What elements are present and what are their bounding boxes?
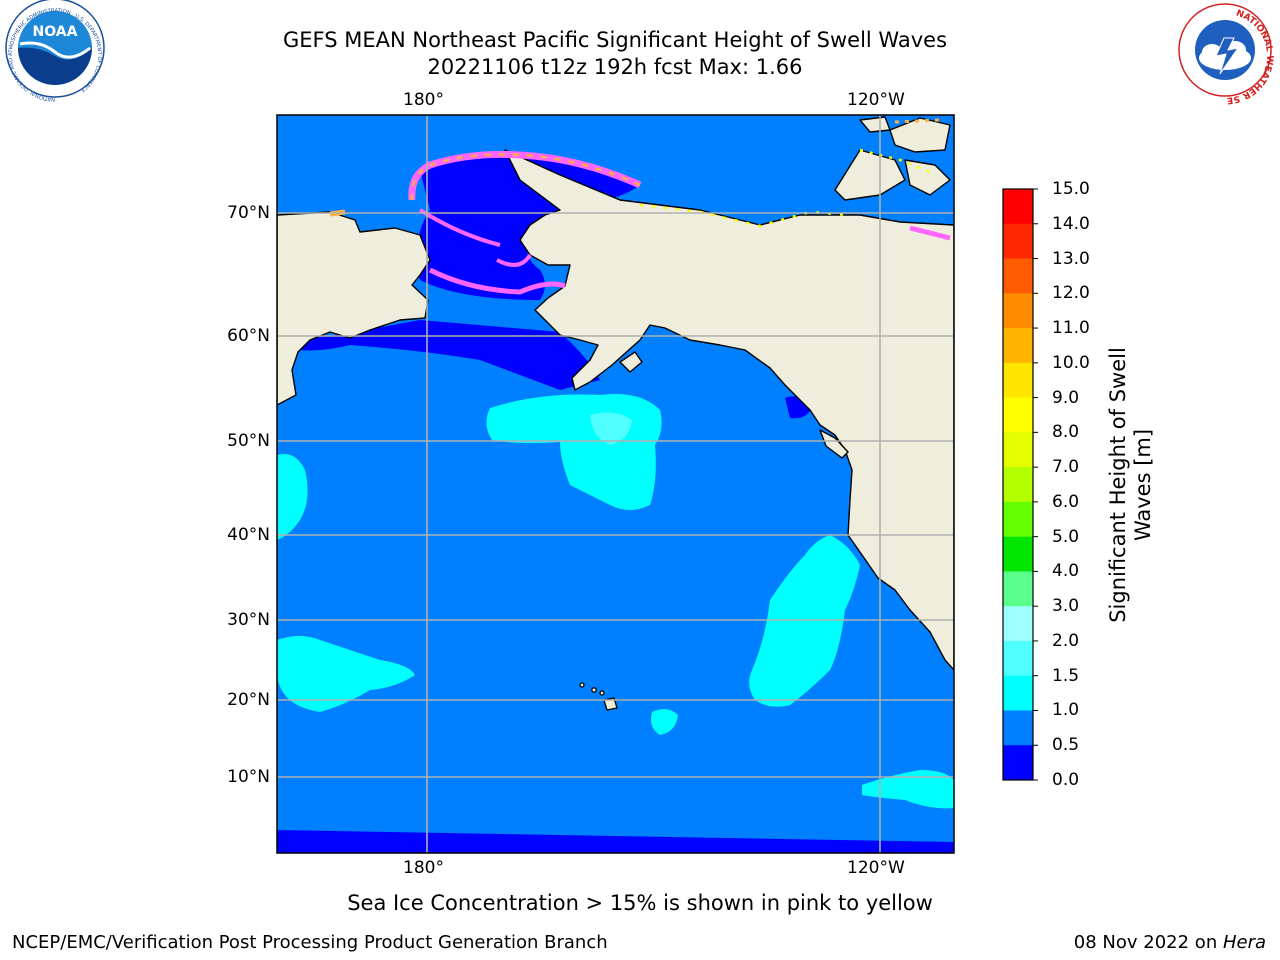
footer-date: 08 Nov 2022 on Hera [1074, 932, 1266, 954]
colorbar-tick-label: 11.0 [1052, 318, 1090, 339]
map-frame [276, 114, 955, 854]
map-subtitle: 20221106 t12z 192h fcst Max: 1.66 [427, 55, 803, 79]
lat-tick-20n: 20°N [227, 690, 270, 710]
colorbar-segment [1003, 606, 1033, 642]
colorbar-segment [1003, 293, 1033, 329]
colorbar-tick-label: 15.0 [1052, 179, 1090, 199]
colorbar-tick-label: 3.0 [1052, 596, 1080, 617]
colorbar-tick-label: 8.0 [1052, 422, 1080, 443]
sea-ice-edge [329, 118, 951, 295]
colorbar-tick-label: 14.0 [1052, 213, 1090, 234]
colorbar-tick-label: 10.0 [1052, 352, 1090, 373]
lat-tick-40n: 40°N [227, 525, 270, 545]
footer-credit: NCEP/EMC/Verification Post Processing Pr… [12, 932, 608, 953]
lat-tick-30n: 30°N [227, 610, 270, 630]
footer-date-text: 08 Nov 2022 on [1073, 932, 1223, 953]
colorbar-tick-label: 2.0 [1052, 630, 1080, 651]
colorbar-tick-label: 13.0 [1052, 248, 1090, 269]
colorbar-frame [1002, 188, 1034, 781]
colorbar-segment [1003, 675, 1033, 711]
noaa-logo: NOAA NATIONAL OCEANIC AND ATMOSPHERIC AD… [5, 0, 105, 102]
mid-swell-highlights [590, 412, 632, 445]
colorbar-tick-label: 4.0 [1052, 561, 1080, 582]
colorbar-tick-label: 5.0 [1052, 526, 1080, 547]
lat-tick-50n: 50°N [227, 431, 270, 451]
map-panel [277, 115, 954, 853]
colorbar-tick-label: 12.0 [1052, 283, 1090, 304]
colorbar-segment [1003, 571, 1033, 607]
colorbar [1003, 188, 1038, 781]
colorbar-segment [1003, 536, 1033, 572]
colorbar-segment [1003, 397, 1033, 433]
colorbar-segment [1003, 467, 1033, 503]
colorbar-label-line1: Significant Height of Swell [1106, 347, 1130, 623]
land-masses [277, 116, 954, 671]
colorbar-tick-label: 6.0 [1052, 491, 1080, 512]
lat-tick-70n: 70°N [227, 203, 270, 223]
map-title: GEFS MEAN Northeast Pacific Significant … [282, 28, 948, 52]
mid-swell-regions [277, 394, 954, 809]
footer-host: Hera [1222, 932, 1266, 953]
colorbar-tick-label: 1.0 [1052, 700, 1080, 721]
colorbar-label-line2: Waves [m] [1131, 428, 1155, 542]
colorbar-segment [1003, 710, 1033, 746]
lon-tick-bottom-180: 180° [403, 858, 444, 878]
graticule [277, 115, 954, 853]
colorbar-tick-label: 0.0 [1052, 770, 1080, 790]
colorbar-segment [1003, 501, 1033, 538]
lon-tick-top-180: 180° [403, 90, 444, 110]
colorbar-segment [1003, 223, 1033, 260]
nws-ring-text: NATIONAL WEATHER SERVICE [0, 0, 1274, 105]
lon-tick-top-120w: 120°W [847, 90, 905, 110]
colorbar-segment [1003, 328, 1033, 364]
lon-tick-bottom-120w: 120°W [847, 858, 905, 878]
colorbar-tick-label: 0.5 [1052, 735, 1080, 756]
lat-tick-60n: 60°N [227, 326, 270, 346]
colorbar-segment [1003, 640, 1033, 677]
colorbar-segment [1003, 362, 1033, 399]
lat-tick-10n: 10°N [227, 767, 270, 787]
nws-logo: NATIONAL WEATHER SERVICE [0, 0, 1274, 105]
colorbar-segment [1003, 189, 1033, 225]
colorbar-tick-label: 7.0 [1052, 457, 1080, 478]
colorbar-segment [1003, 745, 1033, 781]
noaa-logo-text: NOAA [33, 24, 78, 40]
colorbar-segment [1003, 432, 1033, 468]
colorbar-tick-label: 1.5 [1052, 665, 1080, 686]
colorbar-segment [1003, 258, 1033, 294]
sea-ice-caption: Sea Ice Concentration > 15% is shown in … [347, 891, 933, 915]
hawaii-islands [579, 682, 618, 711]
colorbar-tick-label: 9.0 [1052, 387, 1080, 408]
